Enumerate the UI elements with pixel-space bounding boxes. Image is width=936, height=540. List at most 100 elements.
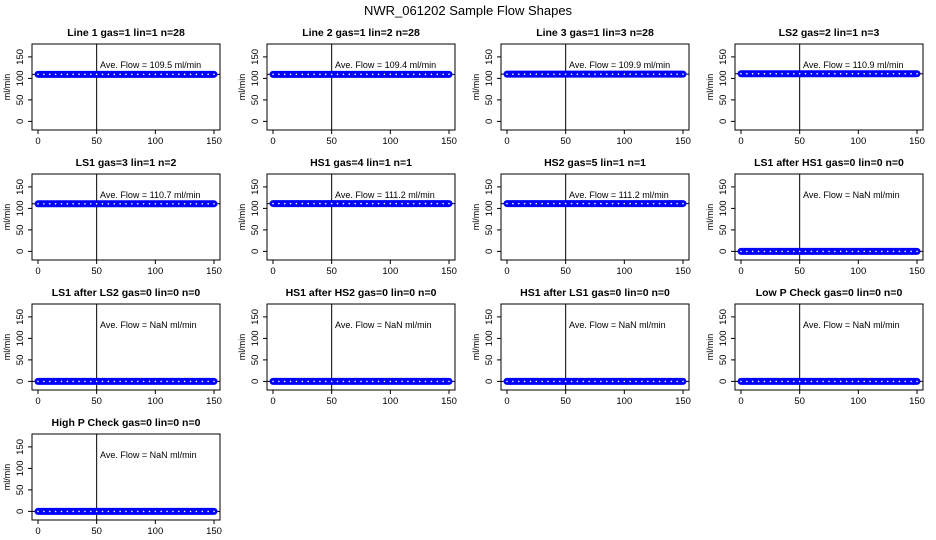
flow-point bbox=[588, 73, 590, 75]
flow-point bbox=[154, 202, 157, 205]
panel-grid: Line 1 gas=1 lin=1 n=28 0 50 100 150 0 50 100 15… bbox=[2, 27, 925, 537]
flow-point bbox=[413, 202, 415, 205]
flow-point bbox=[535, 73, 538, 75]
flow-point bbox=[160, 202, 162, 205]
panel-title: Low P Check gas=0 lin=0 n=0 bbox=[756, 287, 903, 299]
flow-point bbox=[101, 380, 104, 383]
flow-point bbox=[278, 202, 280, 205]
flow-point bbox=[547, 202, 549, 205]
flow-point bbox=[746, 250, 748, 253]
flow-point bbox=[154, 510, 157, 513]
flow-point bbox=[740, 250, 742, 253]
flow-point bbox=[207, 510, 209, 513]
flow-point bbox=[781, 72, 783, 75]
panel-title: HS1 after LS1 gas=0 lin=0 n=0 bbox=[520, 287, 670, 299]
flow-point bbox=[354, 380, 356, 383]
y-tick-label: 100 bbox=[15, 460, 26, 476]
flow-point bbox=[635, 202, 637, 205]
flow-point bbox=[857, 250, 860, 253]
flow-point bbox=[652, 380, 655, 383]
flow-point bbox=[898, 72, 901, 75]
y-axis-label: ml/min bbox=[237, 204, 247, 231]
flow-point bbox=[863, 72, 865, 75]
flow-point bbox=[529, 73, 532, 75]
flow-point bbox=[84, 510, 86, 513]
flow-point bbox=[892, 380, 895, 383]
x-tick-label: 0 bbox=[504, 266, 509, 277]
flow-point bbox=[195, 202, 198, 205]
flow-point bbox=[389, 202, 392, 205]
ave-flow-annotation: Ave. Flow = NaN ml/min bbox=[803, 190, 900, 200]
flow-point bbox=[506, 73, 508, 75]
flow-point bbox=[839, 250, 842, 253]
flow-point bbox=[366, 73, 368, 76]
y-axis-label: ml/min bbox=[705, 204, 715, 231]
y-tick-label: 0 bbox=[15, 379, 26, 384]
flow-point bbox=[839, 380, 842, 383]
flow-point bbox=[371, 380, 374, 383]
flow-point bbox=[283, 73, 286, 76]
y-tick-label: 100 bbox=[15, 200, 26, 216]
flow-point bbox=[664, 73, 667, 75]
flow-point bbox=[66, 510, 69, 513]
flow-point bbox=[600, 202, 602, 205]
flow-point bbox=[828, 72, 830, 75]
flow-point bbox=[207, 380, 209, 383]
flow-point bbox=[66, 73, 69, 76]
flow-point bbox=[377, 202, 380, 205]
x-tick-label: 150 bbox=[675, 396, 691, 407]
flow-point bbox=[125, 510, 127, 513]
flow-point bbox=[307, 380, 310, 383]
flow-point bbox=[804, 380, 807, 383]
panel-title: Line 1 gas=1 lin=1 n=28 bbox=[67, 27, 185, 39]
flow-point bbox=[588, 202, 590, 205]
flow-point bbox=[148, 510, 151, 513]
plot-frame bbox=[31, 433, 221, 521]
ave-flow-annotation: Ave. Flow = NaN ml/min bbox=[803, 320, 900, 330]
flow-point bbox=[570, 73, 573, 75]
x-tick-label: 100 bbox=[616, 266, 632, 277]
flow-point bbox=[84, 202, 86, 205]
flow-point bbox=[348, 202, 351, 205]
flow-point bbox=[798, 380, 801, 383]
flow-point bbox=[570, 380, 573, 383]
flow-point bbox=[676, 73, 678, 75]
flow-point bbox=[107, 73, 110, 76]
flow-point bbox=[746, 72, 748, 75]
y-tick-label: 0 bbox=[484, 249, 495, 254]
flow-point bbox=[366, 202, 368, 205]
plot-frame bbox=[500, 43, 690, 131]
flow-point bbox=[916, 380, 918, 383]
y-axis-label: ml/min bbox=[237, 334, 247, 361]
flow-point bbox=[54, 202, 57, 205]
flow-point bbox=[60, 380, 63, 383]
flow-point bbox=[272, 73, 274, 76]
flow-point bbox=[142, 73, 145, 76]
flow-point bbox=[816, 380, 819, 383]
y-tick-label: 150 bbox=[484, 309, 495, 325]
flow-point bbox=[605, 202, 608, 205]
y-axis-label: ml/min bbox=[2, 464, 12, 491]
flow-point bbox=[810, 72, 813, 75]
y-tick-label: 100 bbox=[250, 70, 261, 86]
x-tick-label: 100 bbox=[850, 136, 866, 147]
flow-point bbox=[886, 72, 889, 75]
y-tick-label: 50 bbox=[15, 485, 26, 496]
flow-point bbox=[576, 380, 579, 383]
y-tick-label: 150 bbox=[250, 179, 261, 195]
flow-point bbox=[886, 380, 889, 383]
flow-point bbox=[442, 202, 444, 205]
flow-point bbox=[892, 250, 895, 253]
flow-point bbox=[283, 202, 286, 205]
flow-point bbox=[822, 250, 824, 253]
flow-point bbox=[48, 380, 51, 383]
flow-point bbox=[78, 73, 80, 76]
flow-point bbox=[389, 380, 392, 383]
flow-point bbox=[641, 73, 643, 75]
flow-point bbox=[523, 380, 526, 383]
flow-point bbox=[611, 73, 614, 75]
flow-point bbox=[757, 380, 760, 383]
flow-point bbox=[424, 380, 427, 383]
flow-point bbox=[313, 380, 315, 383]
flow-point bbox=[623, 380, 626, 383]
